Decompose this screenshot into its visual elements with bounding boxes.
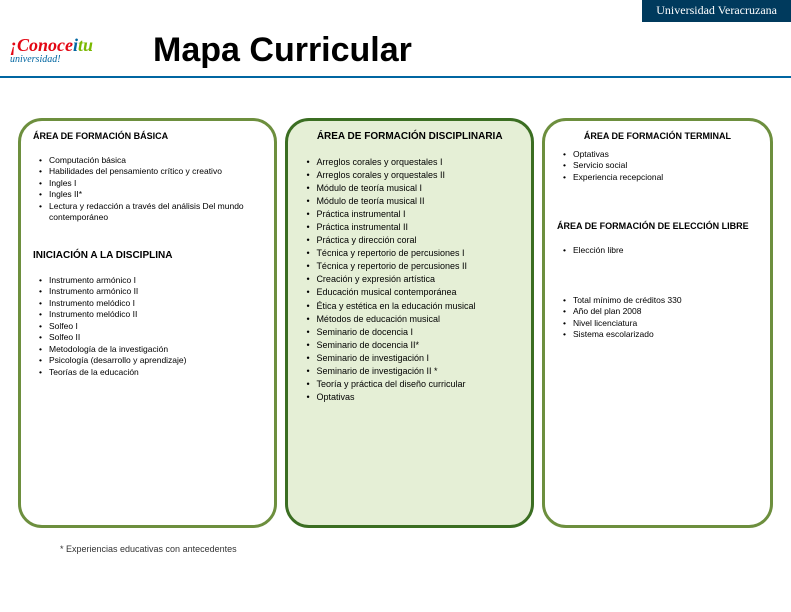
page-title: Mapa Curricular bbox=[153, 31, 412, 70]
list-item: Elección libre bbox=[563, 245, 758, 256]
column-basica: ÁREA DE FORMACIÓN BÁSICA Computación bás… bbox=[18, 118, 277, 528]
list-item: Técnica y repertorio de percusiones II bbox=[306, 260, 519, 273]
header-top-bar: Universidad Veracruzana bbox=[0, 0, 791, 22]
list-item: Solfeo I bbox=[39, 321, 262, 332]
logo-text-3: tu bbox=[78, 35, 93, 56]
list-basica: Computación básicaHabilidades del pensam… bbox=[33, 155, 262, 224]
list-item: Práctica instrumental II bbox=[306, 221, 519, 234]
list-item: Instrumento armónico I bbox=[39, 275, 262, 286]
list-item: Servicio social bbox=[563, 160, 758, 171]
list-item: Año del plan 2008 bbox=[563, 306, 758, 317]
list-item: Métodos de educación musical bbox=[306, 313, 519, 326]
list-terminal: OptativasServicio socialExperiencia rece… bbox=[557, 149, 758, 183]
logo-text-1: ¡Conoce bbox=[10, 35, 73, 56]
list-item: Ética y estética en la educación musical bbox=[306, 300, 519, 313]
list-item: Lectura y redacción a través del análisi… bbox=[39, 201, 262, 224]
list-item: Experiencia recepcional bbox=[563, 172, 758, 183]
list-info: Total mínimo de créditos 330Año del plan… bbox=[557, 295, 758, 341]
footnote: * Experiencias educativas con antecedent… bbox=[0, 544, 791, 554]
list-item: Metodología de la investigación bbox=[39, 344, 262, 355]
list-item: Seminario de docencia II* bbox=[306, 339, 519, 352]
logo: ¡Conoce i tu universidad! bbox=[10, 35, 93, 65]
list-item: Seminario de docencia I bbox=[306, 326, 519, 339]
list-item: Instrumento armónico II bbox=[39, 286, 262, 297]
list-item: Habilidades del pensamiento crítico y cr… bbox=[39, 166, 262, 177]
list-item: Solfeo II bbox=[39, 332, 262, 343]
list-item: Optativas bbox=[563, 149, 758, 160]
section-title-eleccion: ÁREA DE FORMACIÓN DE ELECCIÓN LIBRE bbox=[557, 221, 758, 231]
list-item: Optativas bbox=[306, 391, 519, 404]
list-item: Educación musical contemporánea bbox=[306, 286, 519, 299]
list-item: Instrumento melódico II bbox=[39, 309, 262, 320]
list-item: Ingles II* bbox=[39, 189, 262, 200]
list-item: Arreglos corales y orquestales I bbox=[306, 156, 519, 169]
section-title-basica: ÁREA DE FORMACIÓN BÁSICA bbox=[33, 131, 262, 141]
list-iniciacion: Instrumento armónico IInstrumento armóni… bbox=[33, 275, 262, 378]
list-item: Teoría y práctica del diseño curricular bbox=[306, 378, 519, 391]
list-item: Técnica y repertorio de percusiones I bbox=[306, 247, 519, 260]
list-eleccion: Elección libre bbox=[557, 245, 758, 256]
column-terminal: ÁREA DE FORMACIÓN TERMINAL OptativasServ… bbox=[542, 118, 773, 528]
section-title-disciplinaria: ÁREA DE FORMACIÓN DISCIPLINARIA bbox=[300, 131, 519, 142]
university-badge: Universidad Veracruzana bbox=[642, 0, 791, 22]
list-item: Práctica instrumental I bbox=[306, 208, 519, 221]
list-item: Práctica y dirección coral bbox=[306, 234, 519, 247]
column-disciplinaria: ÁREA DE FORMACIÓN DISCIPLINARIA Arreglos… bbox=[285, 118, 534, 528]
list-item: Psicología (desarrollo y aprendizaje) bbox=[39, 355, 262, 366]
list-item: Seminario de investigación I bbox=[306, 352, 519, 365]
list-item: Módulo de teoría musical II bbox=[306, 195, 519, 208]
list-item: Ingles I bbox=[39, 178, 262, 189]
list-item: Sistema escolarizado bbox=[563, 329, 758, 340]
list-item: Teorías de la educación bbox=[39, 367, 262, 378]
content-area: ÁREA DE FORMACIÓN BÁSICA Computación bás… bbox=[0, 78, 791, 538]
section-title-iniciacion: INICIACIÓN A LA DISCIPLINA bbox=[33, 250, 262, 261]
list-disciplinaria: Arreglos corales y orquestales IArreglos… bbox=[300, 156, 519, 404]
list-item: Creación y expresión artística bbox=[306, 273, 519, 286]
list-item: Seminario de investigación II * bbox=[306, 365, 519, 378]
list-item: Nivel licenciatura bbox=[563, 318, 758, 329]
list-item: Instrumento melódico I bbox=[39, 298, 262, 309]
list-item: Módulo de teoría musical I bbox=[306, 182, 519, 195]
page-header: Universidad Veracruzana ¡Conoce i tu uni… bbox=[0, 0, 791, 78]
list-item: Arreglos corales y orquestales II bbox=[306, 169, 519, 182]
header-main: ¡Conoce i tu universidad! Mapa Curricula… bbox=[0, 22, 791, 78]
section-title-terminal: ÁREA DE FORMACIÓN TERMINAL bbox=[557, 131, 758, 141]
list-item: Computación básica bbox=[39, 155, 262, 166]
list-item: Total mínimo de créditos 330 bbox=[563, 295, 758, 306]
